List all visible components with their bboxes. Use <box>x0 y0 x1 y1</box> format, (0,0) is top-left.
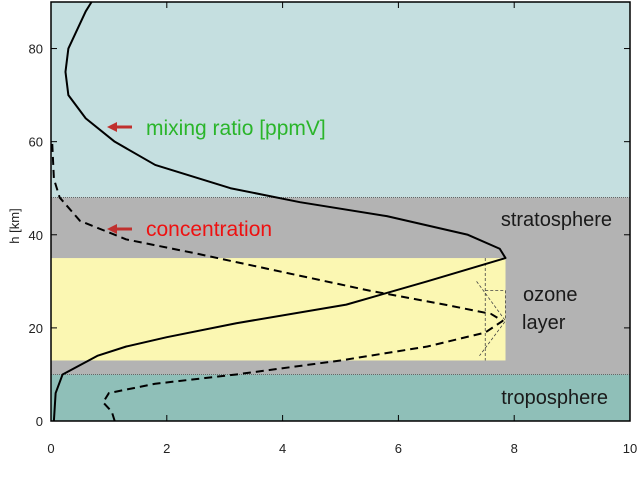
mixing-ratio-arrow-icon <box>107 122 117 132</box>
concentration-arrow-icon <box>107 224 117 234</box>
concentration-annotation: concentration <box>146 218 272 241</box>
x-tick-label: 2 <box>163 441 170 456</box>
ozone-layer-label-line-1: ozone <box>523 284 578 306</box>
profile-series <box>51 1 507 422</box>
guide-bracket <box>485 290 506 319</box>
concentration-line <box>51 141 504 422</box>
y-tick-label: 80 <box>29 42 43 57</box>
y-tick-label: 0 <box>36 414 43 429</box>
x-tick-label: 6 <box>395 441 402 456</box>
atmosphere-regions <box>51 2 630 421</box>
x-tick-label: 10 <box>623 441 637 456</box>
y-tick-label: 60 <box>29 135 43 150</box>
x-tick-label: 4 <box>279 441 286 456</box>
mixing-ratio-line <box>52 1 507 422</box>
troposphere-label: troposphere <box>501 387 608 409</box>
y-axis-label: h [km] <box>7 208 22 243</box>
region-troposphere <box>51 374 630 421</box>
y-tick-label: 20 <box>29 321 43 336</box>
region-ozone-layer <box>51 258 506 361</box>
x-tick-label: 8 <box>511 441 518 456</box>
chart-labels: stratosphere troposphere ozone layer mix… <box>7 117 612 409</box>
x-tick-label: 0 <box>47 441 54 456</box>
y-tick-label: 40 <box>29 228 43 243</box>
stratosphere-label: stratosphere <box>501 209 612 231</box>
guide-triangle <box>476 281 507 357</box>
axes: 0 2 4 6 8 10 0 20 40 60 80 <box>29 1 637 456</box>
ozone-layer-label-line-2: layer <box>522 312 566 334</box>
ozone-peak-guide-lines <box>476 258 507 361</box>
mixing-ratio-annotation: mixing ratio [ppmV] <box>146 117 326 140</box>
region-upper-atmosphere <box>51 2 630 198</box>
plot-frame <box>50 1 631 422</box>
